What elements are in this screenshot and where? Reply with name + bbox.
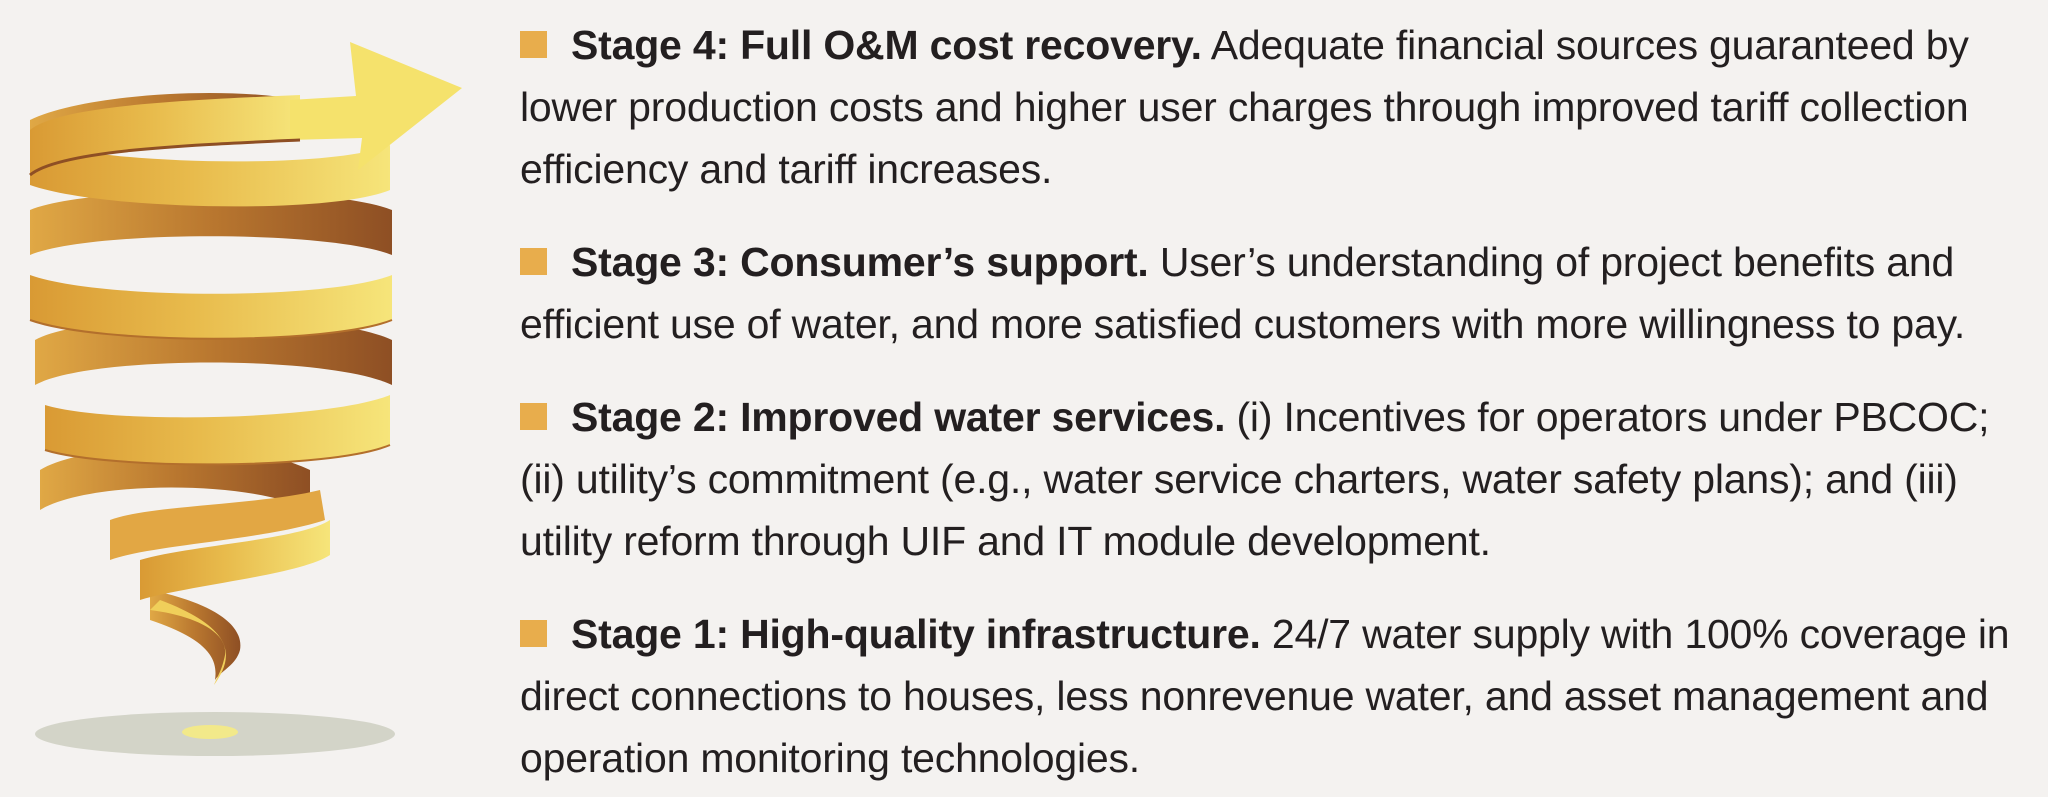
stage-4-title: Stage 4: Full O&M cost recovery. <box>571 22 1202 68</box>
stage-3-description: User’s understanding of project benefits… <box>520 239 1966 347</box>
ground-highlight <box>182 725 238 739</box>
square-bullet-icon <box>520 403 547 430</box>
stage-2-item: Stage 2: Improved water services. (i) In… <box>520 386 2035 572</box>
arrow-head <box>290 42 462 170</box>
square-bullet-icon <box>520 248 547 275</box>
square-bullet-icon <box>520 31 547 58</box>
spiral-illustration <box>0 0 500 792</box>
stage-3-item: Stage 3: Consumer’s support. User’s unde… <box>520 231 2035 355</box>
stage-1-description: 24/7 water supply with 100% coverage in … <box>520 611 2010 781</box>
stage-3-title: Stage 3: Consumer’s support. <box>571 239 1149 285</box>
stages-list: Stage 4: Full O&M cost recovery. Adequat… <box>520 14 2035 789</box>
stage-4-item: Stage 4: Full O&M cost recovery. Adequat… <box>520 14 2035 200</box>
stage-2-title: Stage 2: Improved water services. <box>571 394 1226 440</box>
square-bullet-icon <box>520 620 547 647</box>
stage-1-title: Stage 1: High-quality infrastructure. <box>571 611 1261 657</box>
stage-4-description: Adequate financial sources guaranteed by… <box>520 22 1969 192</box>
stage-2-description: (i) Incentives for operators under PBCOC… <box>520 394 1990 564</box>
spiral-arrow-icon <box>29 42 462 756</box>
stage-1-item: Stage 1: High-quality infrastructure. 24… <box>520 603 2035 789</box>
